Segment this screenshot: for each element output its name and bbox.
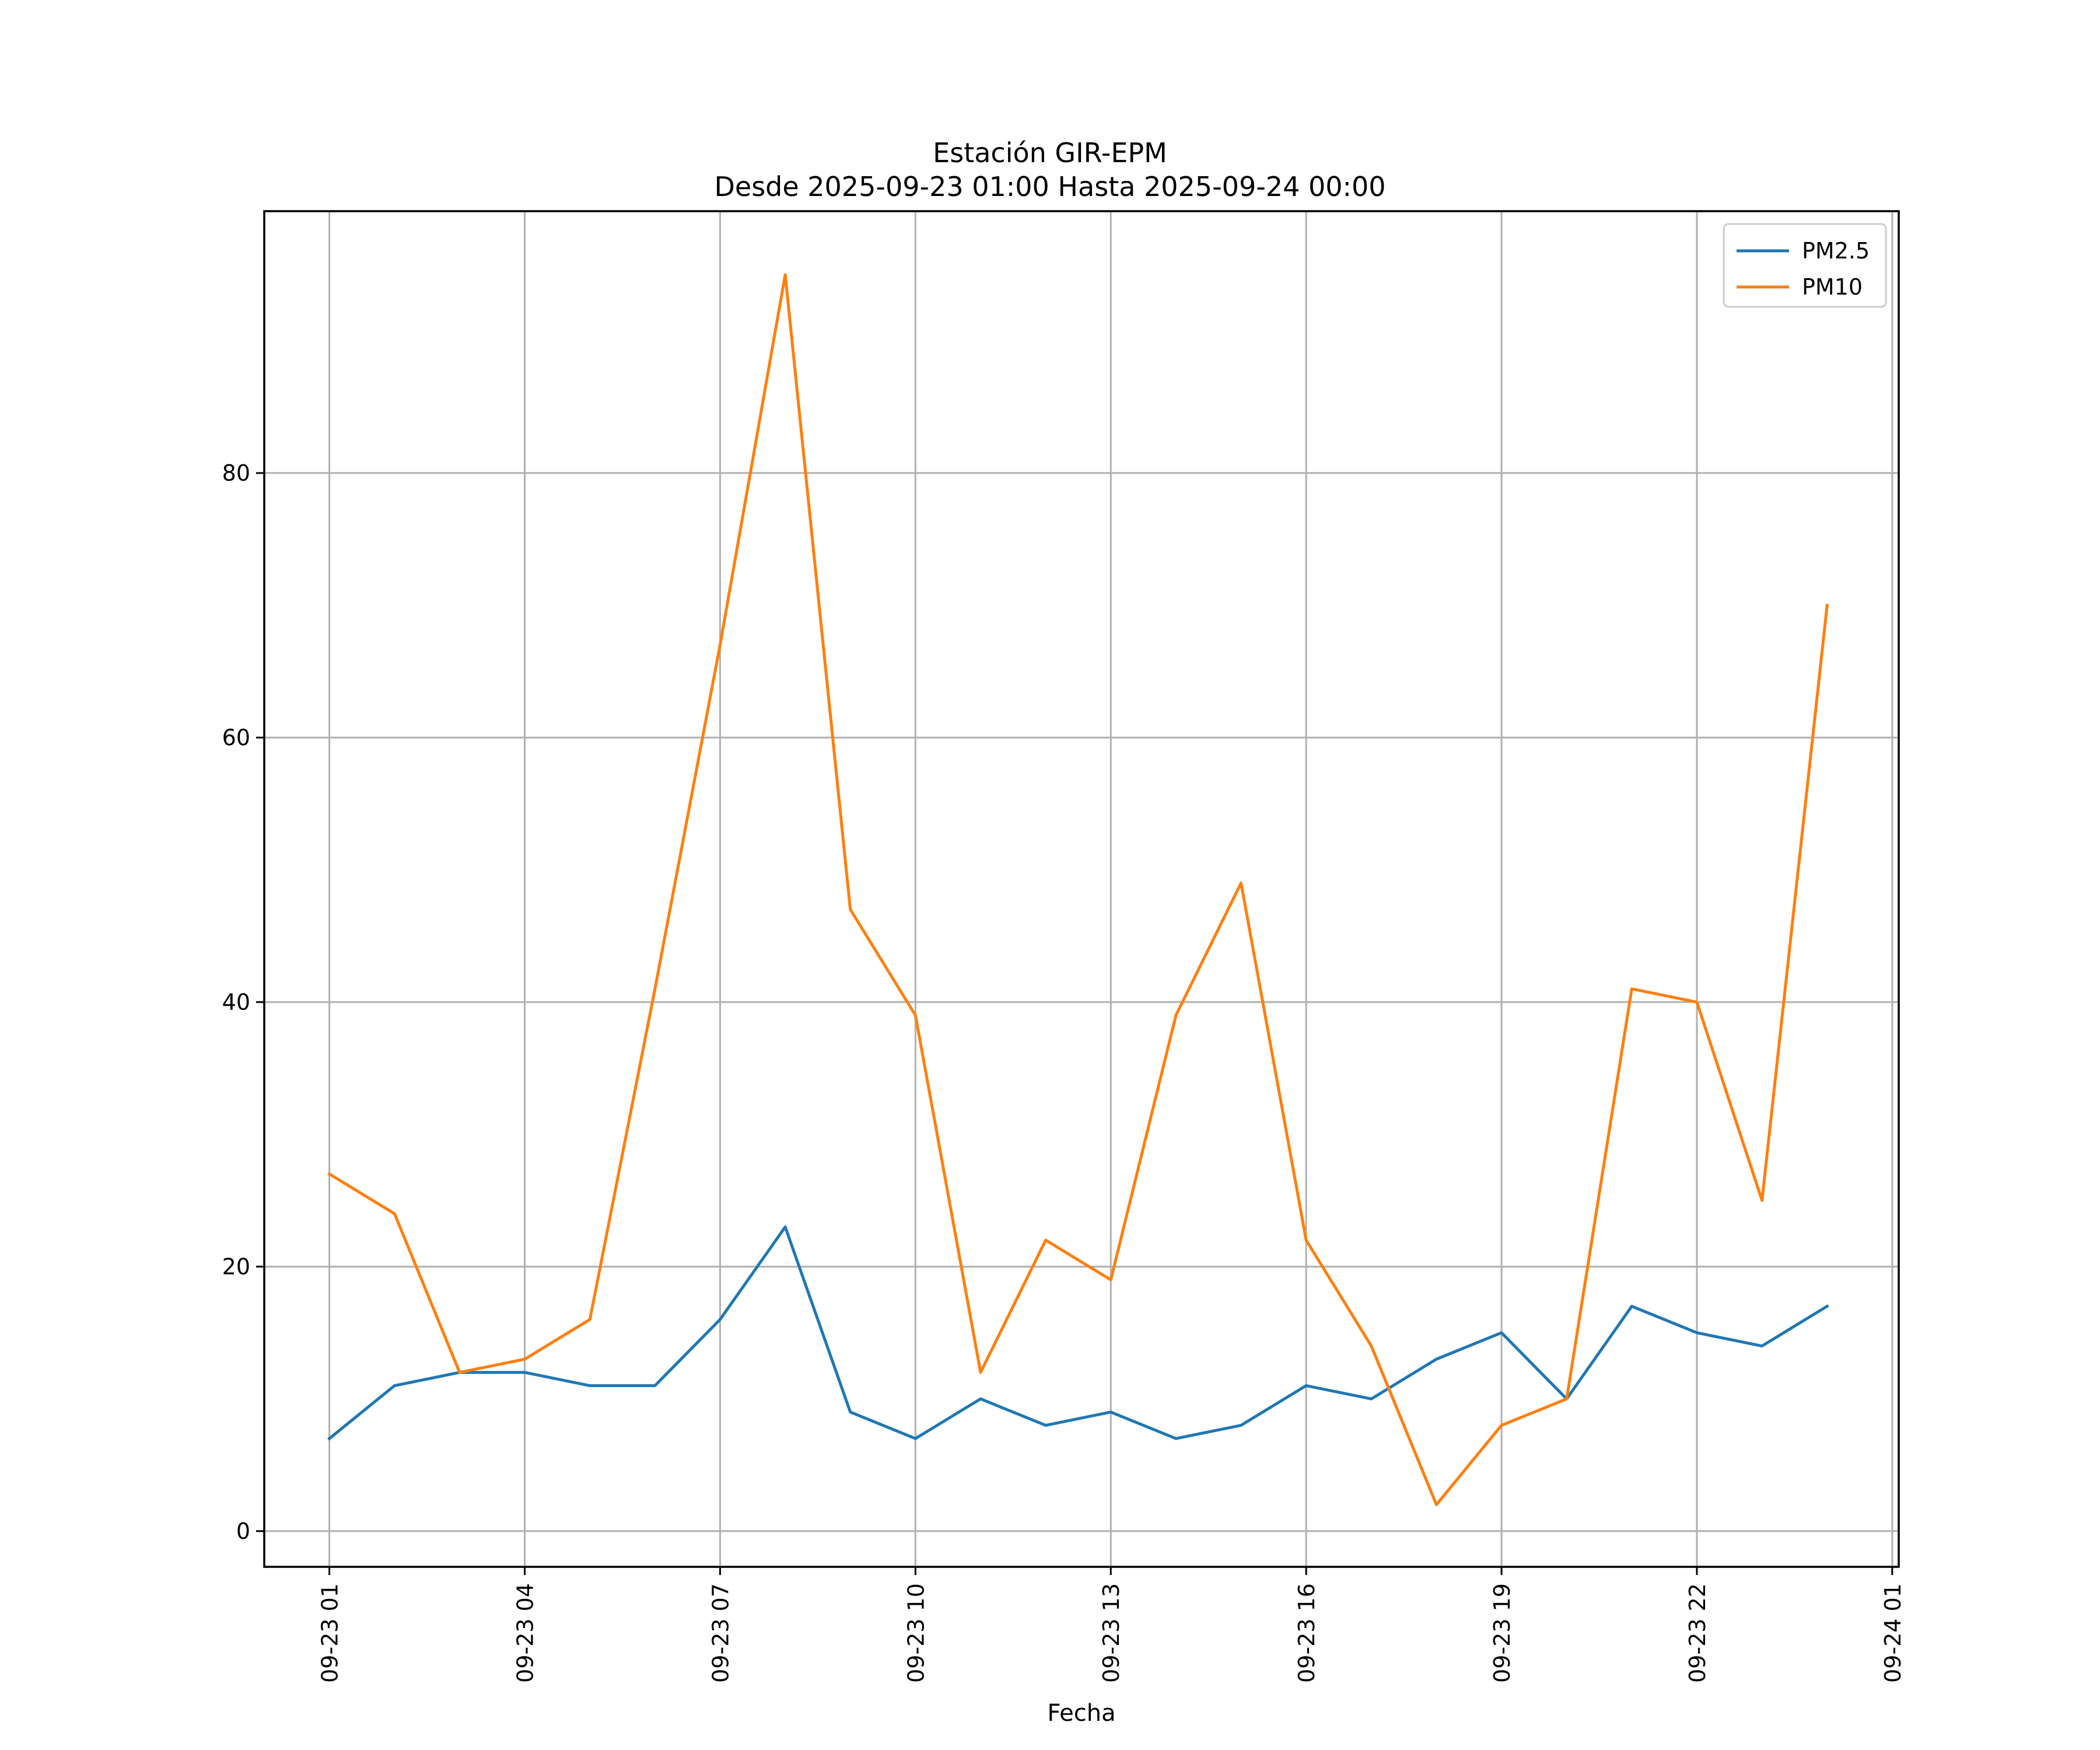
data-point bbox=[1042, 1237, 1049, 1244]
data-point bbox=[1824, 602, 1831, 609]
axis-ticks: 09-23 01 09-23 04 09-23 07 09-23 10 09-23 13… bbox=[222, 460, 1906, 1683]
x-axis-label: Fecha bbox=[1047, 1700, 1115, 1727]
data-point bbox=[847, 1409, 854, 1416]
x-tick-label: 09-23 01 bbox=[317, 1583, 343, 1683]
data-point bbox=[1628, 985, 1635, 992]
plot-lines bbox=[326, 271, 1831, 1508]
data-point bbox=[586, 1382, 593, 1389]
data-point bbox=[1368, 1342, 1375, 1349]
data-point bbox=[1172, 1012, 1180, 1019]
series-line bbox=[327, 1225, 1829, 1441]
data-point bbox=[522, 1356, 528, 1363]
data-point bbox=[1107, 1409, 1114, 1416]
data-point bbox=[1238, 1422, 1245, 1429]
legend-label: PM2.5 bbox=[1802, 238, 1870, 264]
data-point bbox=[912, 1012, 919, 1019]
grid bbox=[264, 211, 1899, 1567]
data-point bbox=[1693, 999, 1700, 1006]
data-point bbox=[1498, 1422, 1505, 1429]
data-point bbox=[1172, 1435, 1180, 1442]
data-point bbox=[326, 1435, 333, 1442]
data-point bbox=[912, 1435, 919, 1442]
data-point bbox=[1238, 880, 1245, 887]
x-tick-label: 09-24 01 bbox=[1880, 1583, 1906, 1683]
data-point bbox=[652, 1382, 659, 1389]
data-point bbox=[977, 1369, 984, 1376]
series-line bbox=[327, 273, 1829, 1506]
data-point bbox=[1303, 1237, 1310, 1244]
data-point bbox=[1368, 1395, 1375, 1402]
data-point bbox=[1433, 1356, 1440, 1363]
data-point bbox=[456, 1369, 463, 1376]
y-tick-label: 40 bbox=[222, 989, 250, 1015]
x-tick-label: 09-23 19 bbox=[1489, 1583, 1515, 1683]
data-point bbox=[782, 271, 789, 278]
legend-label: PM10 bbox=[1802, 274, 1863, 300]
x-tick-label: 09-23 04 bbox=[513, 1583, 538, 1683]
x-tick-label: 09-23 16 bbox=[1294, 1583, 1320, 1683]
data-point bbox=[716, 1316, 723, 1323]
data-point bbox=[716, 642, 723, 649]
data-point bbox=[1498, 1329, 1505, 1336]
data-point bbox=[586, 1316, 593, 1323]
y-tick-label: 0 bbox=[236, 1518, 250, 1544]
y-tick-label: 20 bbox=[222, 1254, 250, 1279]
y-tick-label: 60 bbox=[222, 724, 250, 750]
x-tick-label: 09-23 07 bbox=[708, 1583, 733, 1683]
legend: PM2.5 PM10 bbox=[1723, 223, 1887, 308]
plot-frame bbox=[263, 210, 1900, 1568]
series-pm2-5 bbox=[326, 1223, 1831, 1442]
data-point bbox=[782, 1223, 789, 1230]
data-point bbox=[522, 1369, 528, 1376]
data-point bbox=[1107, 1276, 1114, 1283]
data-point bbox=[977, 1395, 984, 1402]
data-point bbox=[652, 985, 659, 992]
data-point bbox=[391, 1382, 398, 1389]
x-tick-label: 09-23 10 bbox=[903, 1583, 929, 1683]
x-tick-label: 09-23 13 bbox=[1098, 1583, 1124, 1683]
x-tick-label: 09-23 22 bbox=[1685, 1583, 1710, 1683]
data-point bbox=[1824, 1303, 1831, 1310]
y-tick-label: 80 bbox=[222, 460, 250, 486]
data-point bbox=[1433, 1501, 1440, 1508]
data-point bbox=[1303, 1382, 1310, 1389]
data-point bbox=[1693, 1329, 1700, 1336]
data-point bbox=[1042, 1422, 1049, 1429]
chart-title-line-1: Estación GIR-EPM bbox=[933, 137, 1167, 169]
chart-title: Estación GIR-EPM Desde 2025-09-23 01:00 … bbox=[714, 137, 1385, 202]
data-point bbox=[847, 906, 854, 913]
chart-title-line-2: Desde 2025-09-23 01:00 Hasta 2025-09-24 … bbox=[714, 171, 1385, 202]
series-pm10 bbox=[326, 271, 1831, 1508]
data-point bbox=[326, 1171, 333, 1178]
data-point bbox=[1563, 1395, 1570, 1402]
data-point bbox=[1628, 1303, 1635, 1310]
data-point bbox=[1759, 1342, 1766, 1349]
data-point bbox=[1759, 1197, 1766, 1204]
data-point bbox=[391, 1210, 398, 1217]
